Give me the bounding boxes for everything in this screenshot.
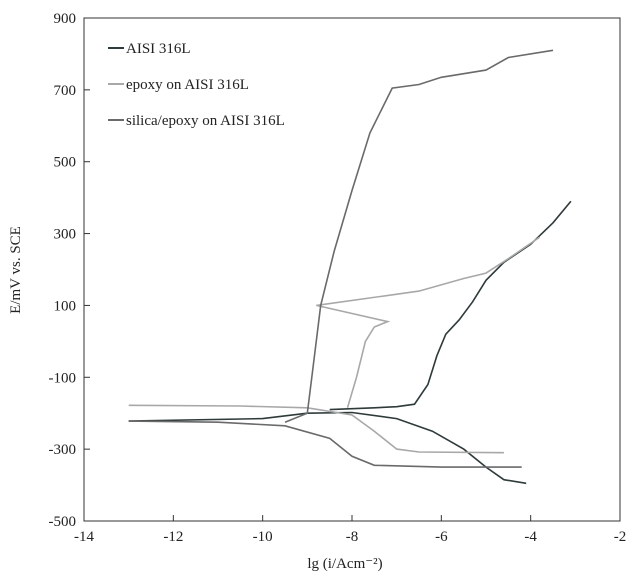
legend-label: AISI 316L: [126, 41, 191, 57]
y-tick-label: -100: [49, 370, 77, 386]
y-tick-label: -500: [49, 514, 77, 530]
x-tick-label: -14: [74, 529, 94, 545]
x-tick-label: -8: [346, 529, 359, 545]
legend-label: silica/epoxy on AISI 316L: [126, 113, 285, 129]
y-tick-label: 100: [54, 298, 77, 314]
legend-label: epoxy on AISI 316L: [126, 77, 249, 93]
series-line: [128, 200, 572, 485]
x-tick-label: -6: [435, 529, 448, 545]
y-tick-label: -300: [49, 442, 77, 458]
x-tick-label: -2: [614, 529, 627, 545]
y-tick-label: 500: [54, 155, 77, 171]
y-tick-label: 900: [54, 11, 77, 27]
y-axis-label: E/mV vs. SCE: [8, 226, 24, 314]
series-line: [128, 49, 554, 468]
x-tick-label: -10: [253, 529, 273, 545]
y-tick-label: 700: [54, 83, 77, 99]
plot-frame: [83, 17, 621, 522]
series-line: [128, 236, 541, 454]
x-tick-label: -12: [163, 529, 183, 545]
y-tick-label: 300: [54, 227, 77, 243]
x-axis-label: lg (i/Acm⁻²): [307, 556, 382, 572]
x-tick-label: -4: [524, 529, 537, 545]
